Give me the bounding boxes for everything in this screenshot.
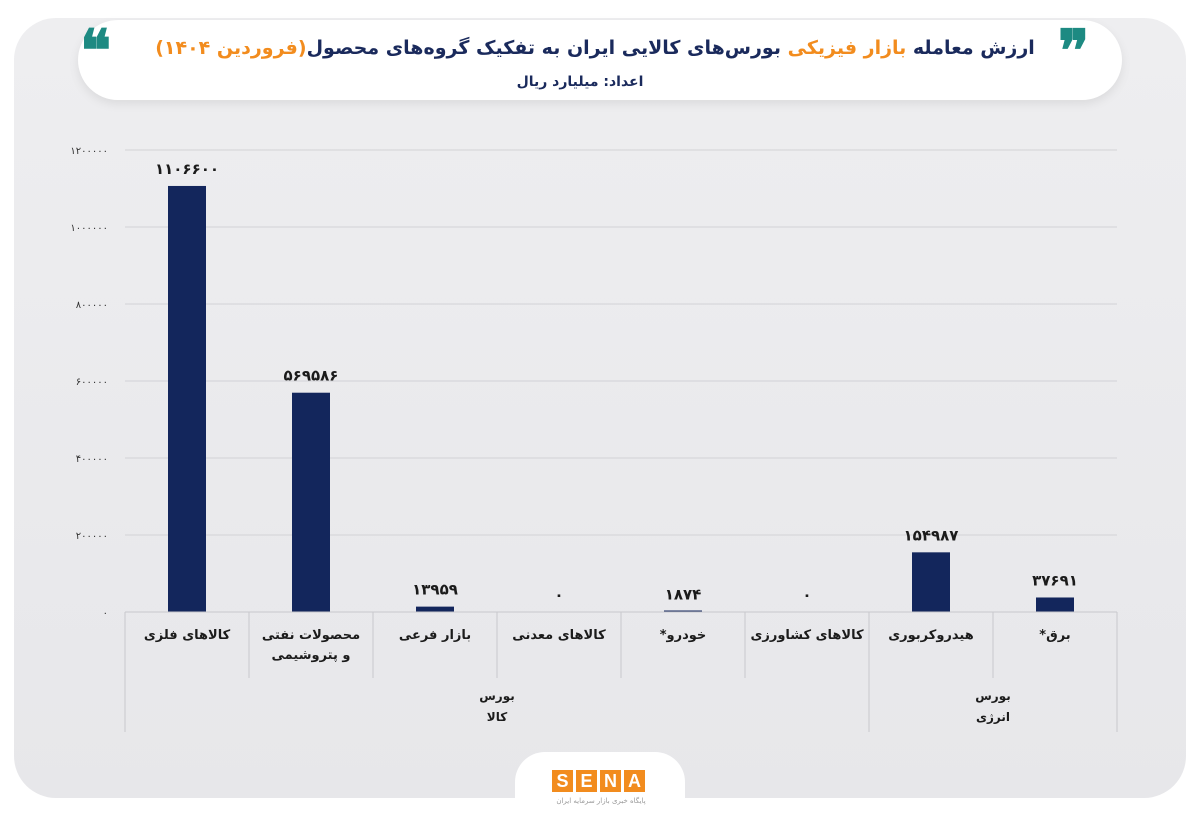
group-label: انرژی [976,710,1010,724]
data-label: ۵۶۹۵۸۶ [284,367,339,385]
x-tick-label: بازار فرعی [399,628,471,643]
y-tick-label: ۰ [103,608,108,619]
y-tick-label: ۱۲۰۰۰۰۰ [70,146,108,157]
y-tick-label: ۱۰۰۰۰۰۰ [70,223,108,234]
bar [664,610,702,612]
x-tick-label: کالاهای کشاورزی [750,628,864,643]
data-label: ۳۷۶۹۱ [1032,571,1078,589]
title-prefix: ارزش معامله [906,37,1035,59]
bar [416,606,454,612]
y-tick-label: ۴۰۰۰۰۰ [76,454,108,465]
data-label: ۱۳۹۵۹ [412,581,458,599]
x-tick-label: هیدروکربوری [888,628,973,643]
chart-title: ارزش معامله بازار فیزیکی بورس‌های کالایی… [140,37,1050,59]
y-tick-label: ۶۰۰۰۰۰ [76,377,108,388]
chart-subtitle: اعداد: میلیارد ریال [516,74,644,90]
data-label: ۱۵۴۹۸۷ [904,526,959,544]
logo-letter-n: N [600,770,621,792]
title-highlight: بازار فیزیکی [787,37,907,59]
logo-letter-e: E [576,770,597,792]
chart-card [14,18,1186,798]
sena-logo: S E N A [552,770,645,792]
x-tick-label: و پتروشیمی [272,648,351,663]
data-label: ۱۱۰۶۶۰۰ [155,160,219,178]
logo-letter-a: A [624,770,645,792]
logo-tagline: پایگاه خبری بازار سرمایه ایران [556,797,646,805]
x-tick-label: کالاهای معدنی [512,628,606,643]
group-label: کالا [487,710,507,724]
data-label: ۰ [802,586,811,604]
title-banner [78,20,1122,100]
bar [1036,597,1074,612]
x-tick-label: خودرو* [660,628,707,643]
group-label: بورس [975,689,1011,704]
bar [912,552,950,612]
x-tick-label: محصولات نفتی [262,628,360,643]
logo-letter-s: S [552,770,573,792]
title-suffix: (فروردین ۱۴۰۴) [155,37,307,59]
data-label: ۰ [554,586,563,604]
x-tick-label: برق* [1039,628,1070,643]
title-middle: بورس‌های کالایی ایران به تفکیک گروه‌های … [306,37,788,59]
group-label: بورس [479,689,515,704]
quote-open-icon: ❞ [1058,17,1090,85]
y-tick-label: ۸۰۰۰۰۰ [76,300,108,311]
quote-close-icon: ❝ [80,17,112,85]
y-tick-label: ۲۰۰۰۰۰ [76,531,108,542]
data-label: ۱۸۷۴ [665,585,702,603]
x-tick-label: کالاهای فلزی [144,628,231,643]
bar [292,392,330,612]
bar [168,185,206,613]
